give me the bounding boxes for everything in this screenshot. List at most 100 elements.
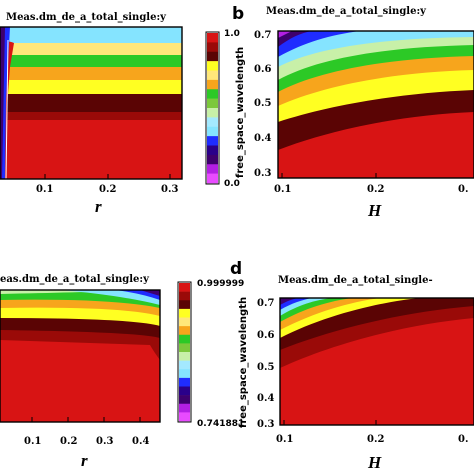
panel-a-xlabel: r xyxy=(95,197,102,216)
panel-d-xlabel: H xyxy=(367,453,382,472)
panel-c-band-purple xyxy=(140,290,160,296)
panel-c-colorbar-steps xyxy=(179,283,190,422)
colorbar-step xyxy=(207,89,218,99)
panel-b-xticks: 0.1 0.2 0. xyxy=(274,173,468,195)
panel-d-ytick-label: 0.7 xyxy=(257,298,274,309)
panel-b-band-cyan xyxy=(278,31,474,67)
panel-c-xtick-label: 0.3 xyxy=(96,436,113,447)
colorbar-step xyxy=(179,412,190,422)
panel-a-band-maroon xyxy=(7,112,182,120)
colorbar-step xyxy=(207,108,218,118)
colorbar-step xyxy=(179,300,190,310)
colorbar-step xyxy=(179,283,190,292)
panel-b-xtick-label: 0. xyxy=(458,184,468,195)
panel-c-plot xyxy=(0,289,161,423)
panel-c-xtick-label: 0.2 xyxy=(60,436,77,447)
panel-d-xtick-label: 0. xyxy=(458,434,468,445)
panel-c-xlabel: r xyxy=(81,451,88,470)
panel-d-ytick-label: 0.4 xyxy=(257,393,274,404)
panel-b-band-purple xyxy=(278,31,312,47)
colorbar-step xyxy=(207,42,218,53)
colorbar-step xyxy=(207,173,218,184)
colorbar-step xyxy=(179,326,190,336)
panel-c-colorbar-min: 0.741881 xyxy=(197,419,244,429)
colorbar-step xyxy=(179,291,190,301)
panel-b-ytick-label: 0.6 xyxy=(254,64,271,75)
panel-d-ylabel: free_space_wavelength xyxy=(238,297,249,428)
panel-b-ytick-label: 0.3 xyxy=(254,168,271,179)
colorbar-step xyxy=(207,164,218,174)
colorbar-step xyxy=(207,79,218,90)
panel-c-xtick-label: 0.1 xyxy=(24,436,41,447)
panel-a-edge-purple xyxy=(0,27,5,179)
panel-b-title: Meas.dm_de_a_total_single:y xyxy=(266,6,427,17)
panel-b-ylabel: free_space_wavelength xyxy=(235,47,246,178)
panel-d-letter: d xyxy=(230,259,242,279)
panel-a-band-yellow xyxy=(8,80,182,94)
panel-c-xticks: 0.1 0.2 0.3 0.4 xyxy=(24,417,149,447)
panel-a-edge-line xyxy=(5,39,9,180)
panel-b-xlabel: H xyxy=(367,201,382,220)
panel-a-title: Meas.dm_de_a_total_single:y xyxy=(6,12,167,23)
colorbar-step xyxy=(179,317,190,327)
panel-d-ytick-label: 0.5 xyxy=(257,362,274,373)
panel-a-xtick-label: 0.1 xyxy=(36,184,53,195)
panel-c-colorbar-max: 0.999999 xyxy=(197,279,244,289)
panel-c-colorbar: 0.999999 0.741881 xyxy=(177,279,244,429)
panel-b-xtick-label: 0.2 xyxy=(367,184,384,195)
colorbar-step xyxy=(207,98,218,109)
panel-b-letter: b xyxy=(232,4,244,24)
colorbar-step xyxy=(179,308,190,318)
panel-a-frame xyxy=(0,26,183,180)
panel-a-band-green xyxy=(10,55,182,67)
panel-c-band-cyan xyxy=(60,290,160,305)
panel-d-title: Meas.dm_de_a_total_single- xyxy=(278,275,433,286)
panel-a-plot xyxy=(0,26,183,180)
colorbar-step xyxy=(179,352,190,361)
colorbar-step xyxy=(179,395,190,405)
panel-d-ytick-label: 0.3 xyxy=(257,419,274,430)
panel-b-plot xyxy=(277,30,474,179)
panel-c-title: eas.dm_de_a_total_single:y xyxy=(0,274,150,285)
panel-d-xticks: 0.1 0.2 0. xyxy=(276,420,468,445)
colorbar-step xyxy=(207,33,218,43)
panel-d: d Meas.dm_de_a_total_single- 0.7 0.6 0.5… xyxy=(230,259,474,472)
panel-a: Meas.dm_de_a_total_single:y 0.1 0.2 0.3 … xyxy=(0,12,240,216)
panel-d-yticks: 0.7 0.6 0.5 0.4 0.3 xyxy=(257,298,274,430)
colorbar-step xyxy=(179,386,190,396)
colorbar-step xyxy=(179,343,190,353)
panel-a-colorbar: 1.0 0.0 xyxy=(205,29,240,189)
panel-a-band-darkred xyxy=(7,94,182,112)
colorbar-step xyxy=(207,61,218,71)
colorbar-step xyxy=(179,403,190,413)
panel-b-ytick-label: 0.5 xyxy=(254,98,271,109)
panel-b-ytick-label: 0.4 xyxy=(254,133,271,144)
colorbar-step xyxy=(207,145,218,156)
colorbar-step xyxy=(179,369,190,379)
panel-a-colorbar-steps xyxy=(207,33,218,184)
panel-a-colorbar-min: 0.0 xyxy=(224,179,240,189)
panel-d-frame xyxy=(279,297,474,426)
panel-d-plot xyxy=(279,297,474,426)
panel-a-xticks: 0.1 0.2 0.3 xyxy=(36,174,178,195)
colorbar-step xyxy=(207,126,218,137)
panel-b-band-magenta xyxy=(278,31,292,38)
panel-b-ytick-label: 0.7 xyxy=(254,30,271,41)
panel-b-xtick-label: 0.1 xyxy=(274,184,291,195)
colorbar-step xyxy=(207,51,218,62)
panel-c-xtick-label: 0.4 xyxy=(132,436,149,447)
panel-b-yticks: 0.7 0.6 0.5 0.4 0.3 xyxy=(254,30,271,179)
panel-a-colorbar-max: 1.0 xyxy=(224,29,240,39)
colorbar-step xyxy=(179,377,190,387)
panel-d-band-purple xyxy=(280,298,298,305)
panel-c: eas.dm_de_a_total_single:y 0.1 0.2 0.3 0… xyxy=(0,274,244,470)
panel-a-band-lightyellow xyxy=(12,43,182,55)
panel-d-xtick-label: 0.2 xyxy=(367,434,384,445)
panel-a-xtick-label: 0.2 xyxy=(99,184,116,195)
panel-b-band-blue xyxy=(278,31,360,57)
colorbar-step xyxy=(179,360,190,370)
panel-a-xtick-label: 0.3 xyxy=(161,184,178,195)
panel-a-band-cyan xyxy=(0,27,182,43)
panel-b: b Meas.dm_de_a_total_single:y 0.7 0.6 0.… xyxy=(232,4,474,220)
